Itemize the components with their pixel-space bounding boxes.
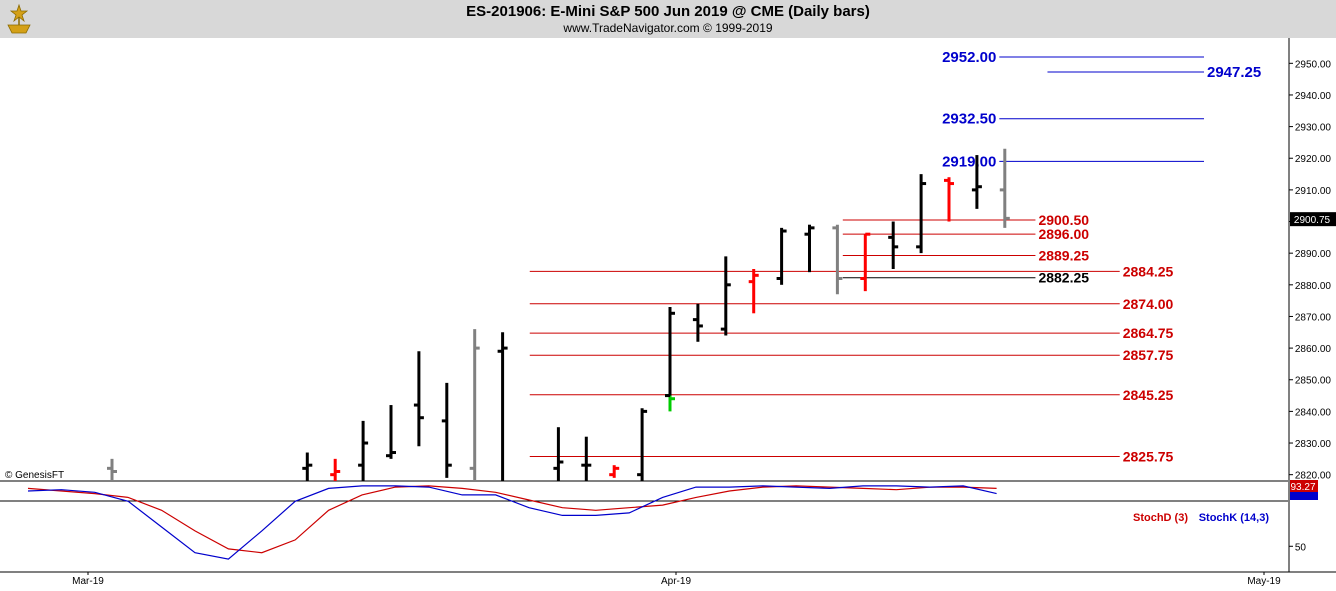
chart-header [0, 0, 1336, 38]
price-bar[interactable] [358, 420, 369, 481]
time-tick-label: Mar-19 [72, 576, 104, 587]
level-label: 2874.00 [1123, 296, 1174, 312]
price-bar[interactable] [637, 408, 648, 481]
price-bar[interactable] [581, 436, 592, 481]
price-bar[interactable] [302, 452, 313, 481]
level-label: 2947.25 [1207, 64, 1261, 81]
price-bar[interactable] [776, 227, 787, 285]
price-bar[interactable] [971, 155, 982, 209]
price-bar[interactable] [441, 382, 452, 478]
price-tick-label: 2910.00 [1295, 186, 1332, 197]
level-label: 2825.75 [1123, 448, 1174, 464]
price-bar[interactable] [330, 458, 341, 481]
price-bar[interactable] [720, 256, 731, 336]
price-bar[interactable] [107, 458, 117, 481]
stoch-k-legend: StochK (14,3) [1199, 512, 1270, 524]
price-tick-label: 2850.00 [1295, 376, 1332, 387]
price-bar[interactable] [553, 427, 564, 481]
level-label: 2857.75 [1123, 347, 1174, 363]
stoch-d-line [27, 485, 997, 554]
price-tick-label: 2930.00 [1295, 123, 1332, 134]
level-label: 2896.00 [1038, 226, 1089, 242]
stoch-d-legend: StochD (3) [1133, 512, 1188, 524]
price-bar[interactable] [804, 224, 815, 273]
level-label: 2919.00 [942, 153, 996, 170]
level-label: 2845.25 [1123, 387, 1174, 403]
level-label: 2900.50 [1038, 212, 1089, 228]
price-bar[interactable] [832, 224, 843, 295]
price-bar[interactable] [665, 306, 675, 398]
price-tick-label: 2880.00 [1295, 281, 1332, 292]
price-tick-label: 2820.00 [1295, 471, 1332, 482]
stoch-k-last-box [1290, 492, 1318, 500]
price-tick-label: 2870.00 [1295, 312, 1332, 323]
last-price-label: 2900.75 [1294, 215, 1331, 226]
price-tick-label: 2860.00 [1295, 344, 1332, 355]
price-tick-label: 2940.00 [1295, 91, 1332, 102]
price-bar[interactable] [692, 303, 703, 342]
price-tick-label: 2920.00 [1295, 154, 1332, 165]
time-tick-label: May-19 [1247, 576, 1281, 587]
price-tick-label: 2890.00 [1295, 249, 1332, 260]
chart-subtitle: www.TradeNavigator.com © 1999-2019 [563, 21, 773, 35]
price-bar[interactable] [609, 465, 620, 478]
level-label: 2952.00 [942, 49, 996, 66]
stoch-d-last-box [1290, 480, 1318, 492]
time-tick-label: Apr-19 [661, 576, 691, 587]
level-label: 2882.25 [1038, 270, 1089, 286]
price-bar[interactable] [999, 148, 1010, 228]
price-tick-label: 2840.00 [1295, 407, 1332, 418]
level-label: 2889.25 [1038, 248, 1089, 264]
price-bar[interactable] [413, 351, 424, 447]
price-bar[interactable] [944, 177, 954, 222]
price-tick-label: 2950.00 [1295, 59, 1332, 70]
watermark-text: © GenesisFT [5, 470, 64, 481]
price-bar[interactable] [860, 232, 871, 292]
stoch-tick-label: 50 [1295, 542, 1307, 553]
price-bar[interactable] [386, 405, 396, 459]
stoch-k-line [27, 485, 997, 560]
stoch-d-last-label: 93.27 [1290, 482, 1315, 493]
price-tick-label: 2830.00 [1295, 439, 1332, 450]
price-bar[interactable] [748, 268, 759, 314]
level-label: 2932.50 [942, 111, 996, 128]
price-bar[interactable] [888, 221, 899, 269]
price-bar[interactable] [497, 332, 508, 481]
price-bar[interactable] [916, 174, 927, 254]
level-label: 2864.75 [1123, 325, 1174, 341]
price-bar[interactable] [469, 329, 480, 481]
last-price-box [1290, 212, 1336, 227]
level-label: 2884.25 [1123, 263, 1174, 279]
trade-navigator-logo-icon [7, 3, 31, 34]
chart-title: ES-201906: E-Mini S&P 500 Jun 2019 @ CME… [466, 3, 870, 20]
